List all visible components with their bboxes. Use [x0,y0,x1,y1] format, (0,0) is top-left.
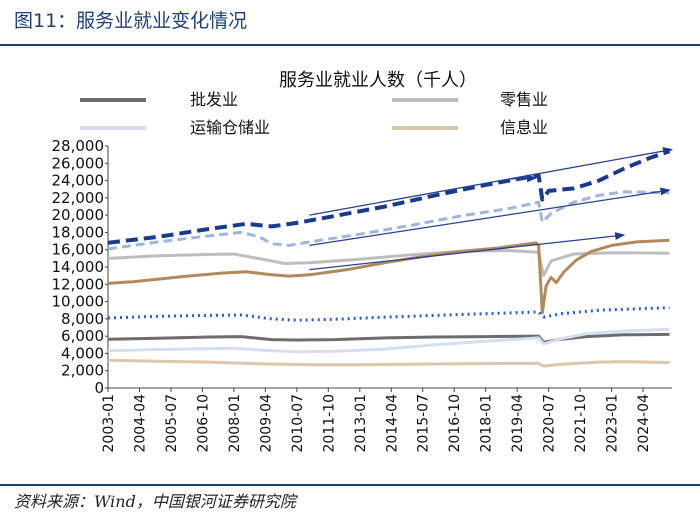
x-tick-label: 2004-04 [132,394,148,453]
x-tick-label: 2011-10 [321,394,337,453]
legend-label: 运输仓储业 [190,118,270,137]
x-tick-label: 2006-10 [195,394,211,453]
legend-label: 信息业 [500,118,548,137]
x-tick-label: 2009-04 [258,394,274,453]
figure-title: 图11：服务业就业变化情况 [14,10,248,32]
y-tick-label: 4,000 [61,344,104,362]
y-tick-label: 14,000 [52,258,105,276]
bottom-rule [0,484,700,486]
y-tick-label: 24,000 [52,172,105,190]
series-lines [107,149,671,368]
x-tick-label: 2021-10 [573,394,589,453]
series-line-9fb5df [107,190,670,251]
x-tick-label: 2019-04 [510,394,526,453]
series-line-批发业 [107,332,670,344]
series-line-运输仓储业 [107,327,670,354]
x-tick-labels: 2003-01 2004-04 2005-07 2006-10 2008-01 2009-… [101,388,652,453]
legend-label: 零售业 [500,90,548,109]
x-tick-label: 2014-04 [384,394,400,453]
y-tick-label: 10,000 [52,293,105,311]
y-tick-label: 0 [94,379,104,397]
trend-arrow [510,174,538,183]
series-line-零售业 [107,249,670,278]
legend-label: 批发业 [190,90,238,109]
y-tick-label: 20,000 [52,206,105,224]
y-tick-label: 12,000 [52,275,105,293]
x-tick-label: 2016-10 [447,394,463,453]
chart-title: 服务业就业人数（千人） [279,70,477,91]
y-tick-label: 2,000 [61,362,104,380]
series-line-信息业 [107,358,670,368]
x-tick-label: 2018-01 [479,394,495,453]
series-line-2a5bd7 [107,306,670,322]
x-tick-label: 2003-01 [101,394,117,453]
x-tick-label: 2010-07 [290,394,306,453]
top-rule [0,44,700,46]
y-tick-label: 22,000 [52,189,105,207]
x-tick-label: 2013-01 [353,394,369,453]
y-tick-label: 8,000 [61,310,104,328]
y-tick-label: 16,000 [52,241,105,259]
y-tick-label: 28,000 [52,137,105,155]
source-note: 资料来源：Wind，中国银河证券研究院 [14,492,296,511]
trend-arrow [309,232,626,271]
y-tick-label: 6,000 [61,327,104,345]
trend-arrow [309,147,673,216]
x-tick-label: 2024-04 [636,394,652,453]
y-tick-label: 26,000 [52,154,105,172]
chart: 02,0004,0006,0008,00010,00012,00014,0001… [52,70,673,453]
trend-arrows [309,147,673,271]
x-tick-label: 2008-01 [227,394,243,453]
series-line-b08a5c [107,238,670,315]
x-tick-label: 2023-01 [605,394,621,453]
x-tick-label: 2015-07 [416,394,432,453]
y-tick-label: 18,000 [52,223,105,241]
series-line-1a3a8f [107,149,671,245]
x-tick-label: 2005-07 [164,394,180,453]
trend-arrow [309,187,671,247]
y-tick-labels: 02,0004,0006,0008,00010,00012,00014,0001… [52,137,108,397]
x-tick-label: 2020-07 [542,394,558,453]
